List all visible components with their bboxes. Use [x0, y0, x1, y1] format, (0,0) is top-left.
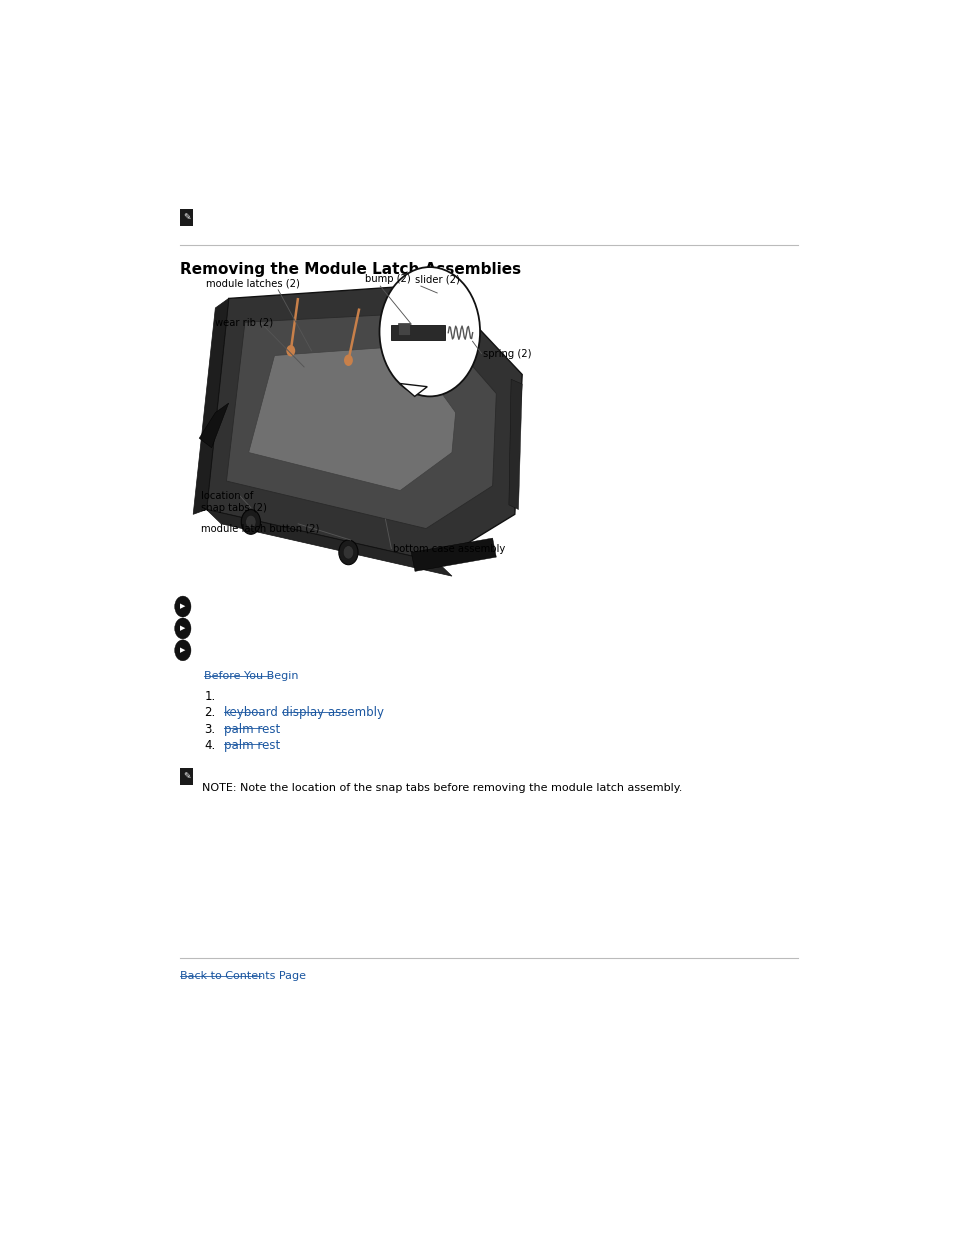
Circle shape — [174, 597, 191, 618]
FancyBboxPatch shape — [180, 768, 193, 785]
Text: ▶: ▶ — [180, 647, 185, 653]
Circle shape — [241, 510, 260, 535]
FancyBboxPatch shape — [390, 325, 445, 341]
Text: spring (2): spring (2) — [482, 348, 531, 358]
Polygon shape — [411, 538, 496, 572]
Circle shape — [343, 546, 354, 559]
Polygon shape — [249, 346, 456, 490]
Text: module latch button (2): module latch button (2) — [200, 524, 318, 534]
Polygon shape — [399, 383, 427, 396]
Text: wear rib (2): wear rib (2) — [215, 317, 274, 327]
Text: module latches (2): module latches (2) — [206, 279, 300, 289]
Polygon shape — [226, 312, 496, 529]
FancyBboxPatch shape — [397, 324, 410, 335]
Text: palm rest: palm rest — [224, 739, 280, 752]
Circle shape — [379, 267, 479, 396]
Text: bump (2): bump (2) — [365, 274, 411, 284]
Polygon shape — [206, 510, 452, 576]
Circle shape — [344, 354, 353, 366]
Text: location of
snap tabs (2): location of snap tabs (2) — [200, 490, 266, 513]
Text: ▶: ▶ — [180, 604, 185, 610]
Polygon shape — [508, 379, 521, 510]
FancyBboxPatch shape — [180, 209, 193, 226]
Text: ✎: ✎ — [183, 214, 190, 222]
Text: 2.: 2. — [204, 706, 215, 720]
Text: display assembly: display assembly — [281, 706, 383, 720]
Text: 3.: 3. — [204, 722, 215, 736]
Text: ✎: ✎ — [183, 772, 190, 782]
Text: keyboard: keyboard — [224, 706, 279, 720]
Circle shape — [246, 515, 255, 529]
Text: NOTE: Note the location of the snap tabs before removing the module latch assemb: NOTE: Note the location of the snap tabs… — [202, 783, 681, 793]
Circle shape — [338, 540, 357, 564]
Text: bottom case assembly: bottom case assembly — [393, 543, 504, 553]
Circle shape — [286, 345, 294, 357]
Text: 4.: 4. — [204, 739, 215, 752]
Text: Back to Contents Page: Back to Contents Page — [180, 971, 306, 981]
Text: 1.: 1. — [204, 690, 215, 703]
Text: Before You Begin: Before You Begin — [204, 672, 298, 682]
Text: Removing the Module Latch Assemblies: Removing the Module Latch Assemblies — [180, 262, 520, 278]
Text: palm rest: palm rest — [224, 722, 280, 736]
Circle shape — [174, 618, 191, 638]
Text: slider (2): slider (2) — [415, 274, 459, 284]
Circle shape — [174, 640, 191, 661]
Text: ▶: ▶ — [180, 625, 185, 631]
Polygon shape — [193, 299, 229, 514]
Polygon shape — [199, 403, 229, 448]
Polygon shape — [206, 284, 521, 562]
